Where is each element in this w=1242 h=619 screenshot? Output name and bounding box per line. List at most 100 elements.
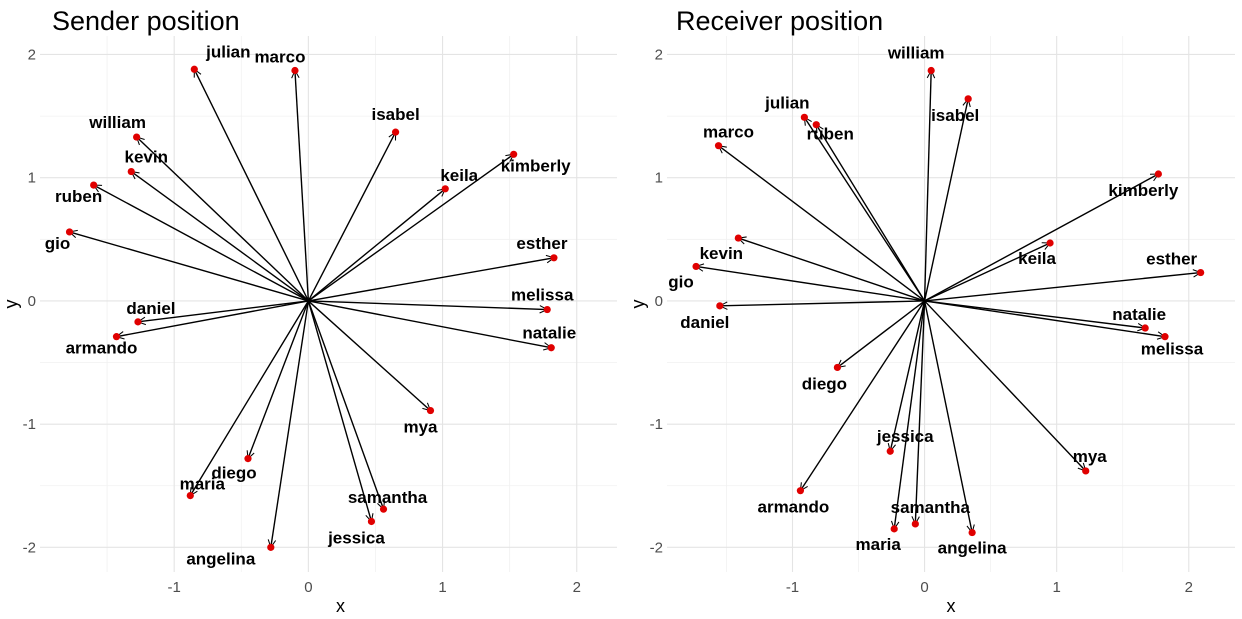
point-kimberly	[1154, 170, 1162, 178]
point-marco	[291, 66, 299, 75]
x-tick-label: 2	[1185, 579, 1193, 596]
y-tick-label: -1	[23, 416, 36, 433]
x-tick-label: 1	[1053, 579, 1061, 596]
label-isabel: isabel	[371, 105, 419, 124]
label-armando: armando	[66, 339, 138, 358]
x-axis-label: x	[336, 596, 345, 616]
x-tick-label: 1	[438, 579, 446, 596]
point-esther	[1197, 268, 1205, 277]
arrow-william	[137, 137, 309, 302]
point-ruben	[812, 121, 820, 129]
arrow-ruben	[816, 125, 926, 302]
arrow-kimberly	[924, 173, 1159, 302]
point-maria	[186, 492, 194, 500]
arrow-melissa	[924, 300, 1165, 337]
arrow-marco	[295, 71, 310, 301]
label-julian: julian	[764, 93, 809, 112]
point-ruben	[90, 181, 98, 189]
point-keila	[441, 185, 449, 193]
x-axis-label: x	[947, 596, 956, 616]
arrow-daniel	[720, 300, 925, 306]
point-armando	[112, 333, 121, 341]
arrow-jessica	[890, 300, 926, 451]
arrows	[70, 69, 554, 547]
arrow-angelina	[923, 300, 973, 533]
label-william: william	[88, 113, 146, 132]
point-mya	[1082, 467, 1090, 475]
y-tick-label: 1	[28, 170, 36, 187]
chart-title: Sender position	[52, 6, 240, 36]
point-isabel	[391, 128, 400, 136]
x-tick-label: 0	[304, 579, 312, 596]
arrow-samantha	[915, 300, 926, 524]
arrow-william	[923, 71, 932, 301]
label-ruben: ruben	[807, 125, 854, 144]
y-tick-label: 1	[655, 170, 663, 187]
label-gio: gio	[45, 234, 71, 253]
label-melissa: melissa	[1141, 340, 1204, 359]
arrow-armando	[800, 300, 926, 491]
arrow-mya	[307, 300, 430, 411]
point-angelina	[267, 543, 275, 551]
arrow-mya	[924, 300, 1086, 471]
label-gio: gio	[668, 272, 694, 291]
point-keila	[1046, 239, 1054, 247]
arrow-armando	[116, 300, 309, 337]
arrow-kevin	[738, 238, 925, 302]
arrow-natalie	[308, 300, 551, 348]
label-isabel: isabel	[931, 106, 979, 125]
arrow-esther	[924, 273, 1201, 302]
point-julian	[800, 113, 808, 121]
label-angelina: angelina	[186, 549, 256, 568]
label-angelina: angelina	[938, 539, 1008, 558]
point-william	[927, 66, 935, 75]
arrow-keila	[924, 243, 1050, 302]
label-julian: julian	[205, 42, 250, 61]
y-tick-label: -2	[650, 539, 663, 556]
point-william	[133, 133, 141, 141]
point-melissa	[1161, 333, 1169, 341]
point-kimberly	[510, 150, 518, 158]
arrow-julian	[193, 69, 310, 302]
label-maria: maria	[856, 535, 902, 554]
label-marco: marco	[703, 123, 754, 142]
x-tick-label: 2	[573, 579, 581, 596]
point-jessica	[367, 517, 376, 526]
y-tick-label: 2	[655, 46, 663, 63]
point-diego	[244, 455, 252, 463]
label-samantha: samantha	[891, 498, 971, 517]
label-william: william	[887, 44, 945, 63]
y-tick-label: 0	[655, 293, 663, 310]
arrow-natalie	[924, 300, 1146, 328]
arrow-keila	[307, 189, 445, 302]
y-tick-label: -2	[23, 539, 36, 556]
arrow-kimberly	[307, 154, 513, 302]
label-jessica: jessica	[327, 528, 385, 547]
point-gio	[692, 262, 700, 271]
point-natalie	[547, 344, 555, 352]
point-kevin	[127, 167, 135, 176]
y-tick-label: -1	[650, 416, 663, 433]
label-daniel: daniel	[126, 299, 175, 318]
point-melissa	[543, 305, 551, 314]
x-tick-label: 0	[920, 579, 928, 596]
point-angelina	[968, 528, 976, 537]
label-esther: esther	[1146, 250, 1197, 269]
receiver-position-panel: -1 0 1 2 -2 -1 0 1 2 Receiver position x y william is…	[628, 6, 1235, 616]
label-keila: keila	[1018, 249, 1056, 268]
label-kevin: kevin	[700, 244, 743, 263]
label-kimberly: kimberly	[1108, 181, 1178, 200]
arrow-maria	[190, 300, 309, 496]
y-axis-label: y	[1, 300, 21, 309]
label-esther: esther	[516, 234, 567, 253]
arrow-maria	[894, 300, 926, 529]
arrow-isabel	[923, 99, 969, 302]
point-samantha	[911, 520, 919, 528]
point-kevin	[734, 234, 742, 242]
point-daniel	[134, 318, 142, 326]
label-diego: diego	[211, 464, 256, 483]
arrow-samantha	[307, 300, 383, 509]
point-jessica	[886, 447, 894, 455]
point-esther	[550, 254, 558, 262]
